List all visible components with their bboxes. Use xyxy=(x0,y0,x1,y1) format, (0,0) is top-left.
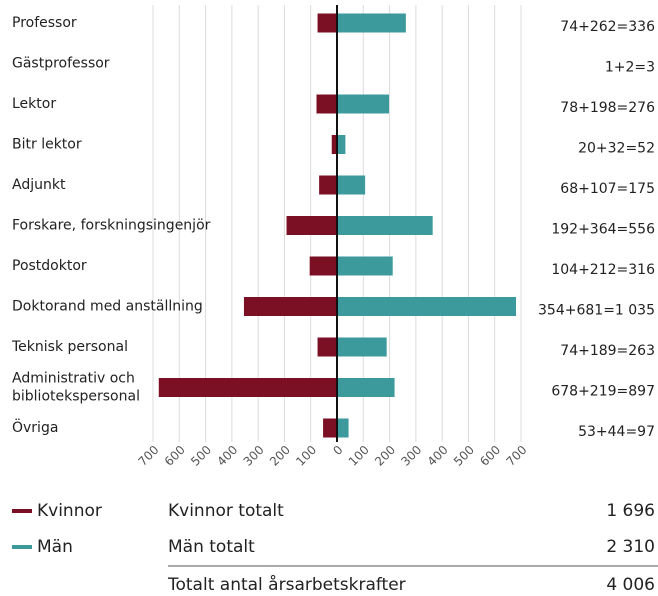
category-label: Adjunkt xyxy=(12,177,66,193)
category-label: Bitr lektor xyxy=(12,137,82,153)
x-tick-label: 700 xyxy=(135,443,161,469)
bar-women xyxy=(243,297,337,316)
bar-men xyxy=(337,175,366,195)
summary-label: Totalt antal årsarbetskrafter xyxy=(167,574,406,595)
summary-value: 1 696 xyxy=(606,501,655,521)
bar-women xyxy=(317,337,337,357)
bar-men xyxy=(337,378,395,397)
category-label: Forskare, forskningsingenjör xyxy=(12,218,211,234)
bar-men xyxy=(337,216,433,235)
summary-value: 2 310 xyxy=(606,537,655,557)
legend-label: Män xyxy=(37,537,73,557)
x-tick-label: 100 xyxy=(346,443,372,469)
x-tick-label: 0 xyxy=(330,443,345,458)
summary-label: Män totalt xyxy=(168,537,255,557)
x-tick-label: 600 xyxy=(162,443,188,469)
bar-women xyxy=(331,135,337,154)
x-tick-label: 200 xyxy=(267,443,293,469)
legend-label: Kvinnor xyxy=(37,501,102,521)
bar-men xyxy=(337,94,390,114)
row-total-label: 20+32=52 xyxy=(578,141,655,157)
x-tick-label: 700 xyxy=(503,443,529,469)
bar-women xyxy=(316,94,337,114)
category-label: Lektor xyxy=(12,96,56,112)
category-label: Övriga xyxy=(12,418,58,436)
bar-women xyxy=(158,378,337,397)
bar-women xyxy=(309,256,337,276)
category-label: Professor xyxy=(12,15,77,31)
bar-men xyxy=(337,418,349,438)
row-total-label: 1+2=3 xyxy=(605,60,655,76)
row-total-label: 354+681=1 035 xyxy=(538,303,655,319)
row-total-label: 192+364=556 xyxy=(551,222,655,238)
bar-women xyxy=(317,13,337,33)
bar-women xyxy=(319,175,337,195)
category-label: Teknisk personal xyxy=(11,339,128,355)
row-total-label: 104+212=316 xyxy=(551,262,655,278)
bar-men xyxy=(337,337,387,357)
x-tick-label: 500 xyxy=(188,443,214,469)
row-total-label: 678+219=897 xyxy=(551,384,655,400)
x-tick-label: 300 xyxy=(398,443,424,469)
row-total-label: 74+262=336 xyxy=(560,19,655,35)
bar-men xyxy=(337,135,346,154)
x-tick-label: 500 xyxy=(451,443,477,469)
bar-men xyxy=(337,256,393,276)
row-total-label: 53+44=97 xyxy=(578,424,655,440)
bar-men xyxy=(337,13,406,33)
category-label: Gästprofessor xyxy=(12,56,110,72)
category-label: Administrativ och bibliotekspersonal xyxy=(12,371,140,405)
row-total-label: 68+107=175 xyxy=(560,181,655,197)
x-tick-label: 400 xyxy=(214,443,240,469)
x-tick-label: 300 xyxy=(241,443,267,469)
bar-women xyxy=(286,216,337,235)
bar-women xyxy=(323,418,337,438)
x-tick-label: 200 xyxy=(372,443,398,469)
summary-value: 4 006 xyxy=(606,575,655,595)
category-label: Doktorand med anställning xyxy=(12,299,203,315)
x-tick-label: 100 xyxy=(293,443,319,469)
category-label: Postdoktor xyxy=(12,258,87,274)
summary-label: Kvinnor totalt xyxy=(168,501,284,521)
row-total-label: 78+198=276 xyxy=(560,100,655,116)
x-tick-label: 600 xyxy=(477,443,503,469)
row-total-label: 74+189=263 xyxy=(560,343,655,359)
bar-men xyxy=(337,297,517,316)
x-tick-label: 400 xyxy=(425,443,451,469)
